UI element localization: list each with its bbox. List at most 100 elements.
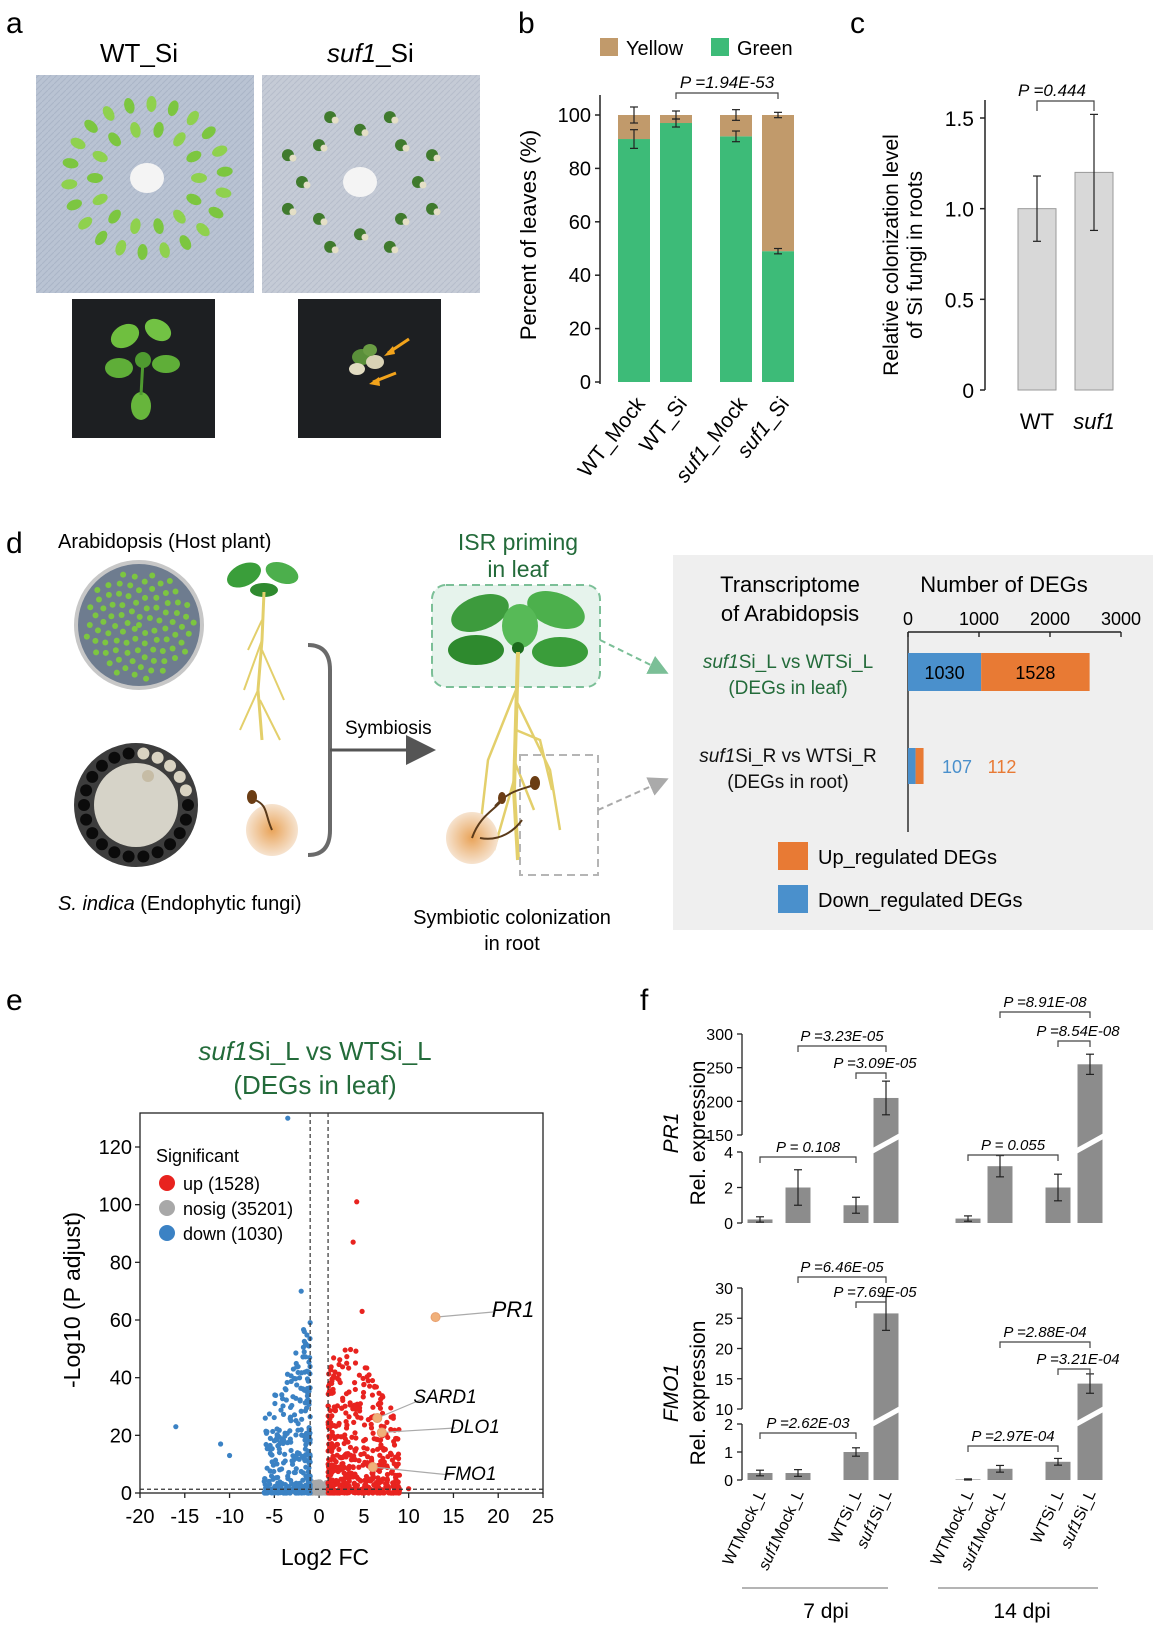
e-point-up	[361, 1445, 367, 1451]
f-pvalue: P =2.97E-04	[971, 1428, 1054, 1445]
e-point-up	[330, 1375, 336, 1381]
panel-e-volcano: suf1Si_L vs WTSi_L (DEGs in leaf) 0 20 40 60 8…	[59, 1036, 554, 1570]
suf1-yellow-leaf	[361, 233, 369, 241]
e-point-down	[290, 1453, 296, 1459]
e-point-up	[365, 1378, 371, 1384]
e-title-line2: (DEGs in leaf)	[233, 1070, 396, 1100]
plate-seedling	[163, 636, 170, 643]
e-point-up	[385, 1453, 391, 1460]
e-point-down	[302, 1456, 308, 1462]
e-point-down	[290, 1457, 297, 1463]
plate-seedling	[137, 664, 144, 671]
c-xtick-label: WT	[1020, 409, 1054, 434]
e-point-up	[348, 1457, 354, 1463]
plate-seedling	[128, 608, 135, 615]
c-pvalue: P =0.444	[1018, 81, 1086, 100]
d-legend-up-swatch	[778, 842, 808, 870]
b-ytick-label: 80	[569, 158, 591, 180]
e-point-down	[277, 1479, 283, 1485]
e-point-nosig	[311, 1488, 317, 1494]
f-pvalue-bracket	[999, 1011, 1091, 1018]
e-ylabel: -Log10 (P adjust)	[59, 1212, 85, 1388]
e-point-up	[347, 1444, 354, 1450]
e-point-up	[339, 1405, 345, 1411]
plant-leaves	[448, 591, 588, 667]
spore-body	[247, 790, 257, 804]
f-bar-low	[1077, 1424, 1103, 1480]
e-point-up	[383, 1481, 389, 1487]
e-point-nosig	[313, 1479, 319, 1485]
e-point-up	[386, 1490, 392, 1496]
suf1-seedling-ring	[281, 111, 441, 254]
e-point-down	[288, 1439, 294, 1445]
f-bar-break	[1074, 1133, 1106, 1154]
fungal-plug	[142, 770, 154, 782]
e-point-up	[357, 1401, 363, 1407]
e-xtick-label: 20	[487, 1506, 509, 1528]
e-point-up	[361, 1477, 368, 1484]
e-point-down	[282, 1458, 288, 1464]
wt-seedling	[153, 218, 164, 235]
photo-suf1-closeup	[298, 299, 441, 438]
isr-label-line2: in leaf	[487, 556, 549, 582]
b-legend-yellow-swatch	[600, 38, 618, 56]
plate-seedling	[131, 625, 138, 632]
d-bar-down	[908, 748, 916, 784]
e-callout-line	[381, 1427, 456, 1434]
e-point-down	[303, 1342, 310, 1348]
d-down-label: 1030	[925, 663, 965, 683]
plate-seedling	[93, 649, 100, 656]
plate-hole	[182, 799, 194, 811]
e-point-up	[376, 1390, 382, 1396]
e-point-up	[369, 1392, 376, 1398]
f-xtick-rest: Si_L	[867, 1487, 896, 1523]
wt-seedling	[186, 193, 202, 206]
d-row-label-italic: suf1	[699, 746, 735, 767]
d-header-left-1: Transcriptome	[720, 572, 860, 597]
e-point-up	[393, 1490, 399, 1496]
plate-hole	[137, 747, 150, 760]
plate-seedling	[102, 649, 109, 656]
e-point-up	[329, 1481, 335, 1487]
e-point-up	[362, 1490, 368, 1496]
wt-seedling	[196, 223, 210, 237]
d-row-label-italic: suf1	[703, 652, 739, 673]
wt-seedling	[94, 230, 108, 246]
e-point-up	[353, 1484, 359, 1490]
plate-seedling	[169, 619, 176, 626]
plate-seedling	[116, 580, 123, 587]
plant-roots	[478, 651, 562, 861]
e-point-up	[355, 1475, 361, 1482]
e-point-down	[307, 1473, 313, 1479]
arrowhead-1	[384, 346, 395, 356]
e-point-down	[294, 1382, 300, 1388]
e-point-up	[332, 1369, 338, 1375]
f-pvalue: P =2.88E-04	[1003, 1324, 1086, 1341]
plate-seedling	[156, 617, 163, 624]
c-xtick-label: suf1	[1073, 409, 1115, 434]
e-point-down	[273, 1392, 279, 1398]
e-point-down	[304, 1368, 310, 1374]
plate-seedling	[129, 658, 136, 665]
e-xtick-label: 5	[358, 1506, 369, 1528]
e-point-up	[325, 1403, 331, 1409]
e-point-down	[275, 1490, 281, 1496]
fungal-plate-agar	[94, 763, 178, 847]
suf1-yellow-leaf	[433, 154, 441, 162]
e-xlabel: Log2 FC	[281, 1544, 369, 1570]
plate-seedling	[159, 667, 166, 674]
wt-seedling	[84, 119, 98, 133]
e-point-down	[264, 1465, 270, 1471]
plate-hole	[173, 770, 186, 783]
e-point-up	[332, 1435, 338, 1441]
wt-seedling	[173, 209, 186, 224]
e-point-down-outlier	[226, 1452, 233, 1459]
e-point-down-outlier	[218, 1441, 224, 1447]
e-point-down	[293, 1418, 299, 1424]
e-point-up	[382, 1446, 388, 1453]
e-point-down	[282, 1451, 288, 1457]
e-point-up	[378, 1458, 384, 1465]
e-point-down	[282, 1386, 288, 1392]
plate-seedling	[172, 655, 179, 662]
plate-seedling	[92, 612, 99, 619]
